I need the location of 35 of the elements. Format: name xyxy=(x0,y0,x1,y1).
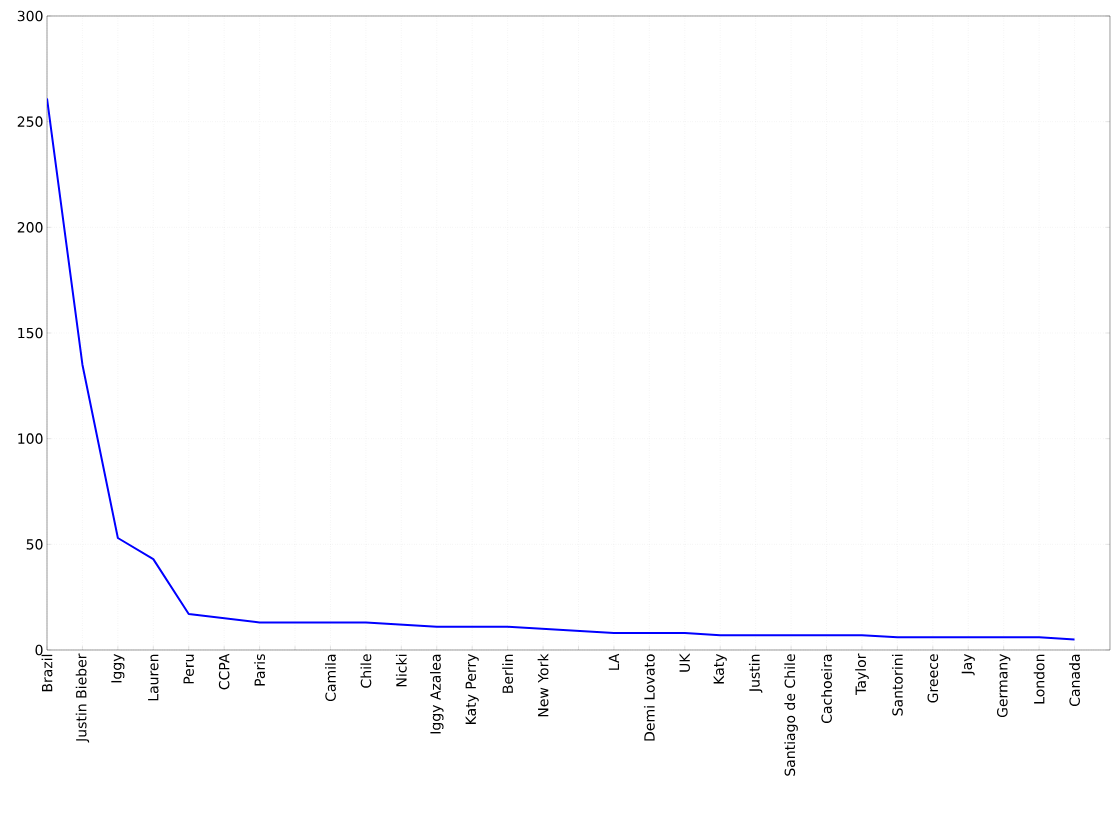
x-tick-label: LA xyxy=(608,653,620,670)
x-tick-label: Taylor xyxy=(855,653,869,695)
x-tick-label: Iggy xyxy=(111,653,125,683)
y-tick-label: 50 xyxy=(26,539,43,550)
x-tick-label: Greece xyxy=(927,654,939,703)
y-tick-label: 0 xyxy=(35,644,43,656)
y-tick-label: 200 xyxy=(17,222,43,233)
x-tick-label: Canada xyxy=(1069,654,1080,707)
x-tick-label: Justin Bieber xyxy=(75,653,90,743)
x-tick-label: Katy xyxy=(713,653,727,684)
y-tick-label: 150 xyxy=(18,327,43,339)
y-tick-label: 100 xyxy=(18,433,43,444)
x-tick-label: Cachoeira xyxy=(821,654,832,724)
x-tick-label: Paris xyxy=(254,654,266,686)
x-tick-label: Santorini xyxy=(891,654,903,716)
x-tick-label: Demi Lovato xyxy=(643,654,655,741)
x-tick-label: Iggy Azalea xyxy=(429,654,444,734)
x-tick-label: Jay xyxy=(961,653,975,676)
x-tick-label: Peru xyxy=(183,654,194,684)
x-tick-label: Camila xyxy=(325,654,336,702)
x-tick-label: Germany xyxy=(997,653,1011,718)
x-tick-label: Justin xyxy=(748,654,763,693)
x-tick-label: Santiago de Chile xyxy=(784,654,798,776)
x-tick-label: UK xyxy=(679,653,690,672)
x-tick-label: New York xyxy=(537,653,549,717)
x-tick-label: Katy Perry xyxy=(465,653,479,724)
x-tick-label: Brazil xyxy=(41,654,53,692)
x-tick-label: CCPA xyxy=(218,653,230,690)
x-tick-label: London xyxy=(1033,654,1045,704)
y-tick-label: 300 xyxy=(17,10,43,22)
y-tick-label: 250 xyxy=(17,116,43,127)
x-tick-label: Lauren xyxy=(148,654,159,701)
x-tick-label: Nicki xyxy=(395,654,407,687)
x-tick-label: Berlin xyxy=(502,654,514,693)
x-tick-label: Chile xyxy=(360,654,372,688)
